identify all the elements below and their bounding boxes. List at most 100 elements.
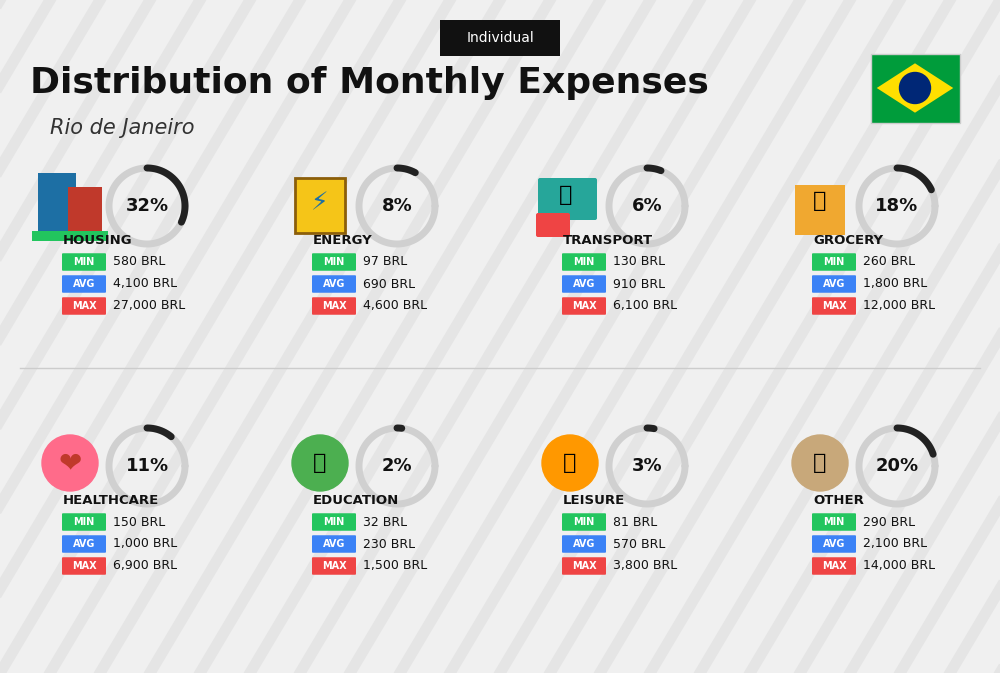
Text: MIN: MIN	[823, 257, 845, 267]
Text: AVG: AVG	[823, 279, 845, 289]
Text: 3%: 3%	[632, 457, 662, 475]
FancyBboxPatch shape	[562, 535, 606, 553]
FancyBboxPatch shape	[795, 185, 845, 235]
Text: 27,000 BRL: 27,000 BRL	[113, 299, 185, 312]
Text: 🚌: 🚌	[559, 185, 573, 205]
Text: AVG: AVG	[573, 539, 595, 549]
Text: 690 BRL: 690 BRL	[363, 277, 415, 291]
Text: 290 BRL: 290 BRL	[863, 516, 915, 528]
Text: 580 BRL: 580 BRL	[113, 256, 165, 269]
Text: 910 BRL: 910 BRL	[613, 277, 665, 291]
FancyBboxPatch shape	[812, 297, 856, 315]
FancyBboxPatch shape	[812, 557, 856, 575]
FancyBboxPatch shape	[62, 513, 106, 531]
Text: TRANSPORT: TRANSPORT	[563, 234, 653, 246]
FancyBboxPatch shape	[562, 297, 606, 315]
FancyBboxPatch shape	[562, 513, 606, 531]
FancyBboxPatch shape	[312, 253, 356, 271]
FancyBboxPatch shape	[312, 513, 356, 531]
Text: AVG: AVG	[323, 539, 345, 549]
Text: Distribution of Monthly Expenses: Distribution of Monthly Expenses	[30, 66, 709, 100]
Text: MAX: MAX	[572, 561, 596, 571]
Text: AVG: AVG	[573, 279, 595, 289]
FancyBboxPatch shape	[295, 178, 345, 233]
Text: 💰: 💰	[813, 453, 827, 473]
Polygon shape	[877, 63, 953, 112]
Text: MAX: MAX	[822, 301, 846, 311]
Text: MAX: MAX	[822, 561, 846, 571]
FancyBboxPatch shape	[38, 173, 76, 235]
FancyBboxPatch shape	[68, 187, 102, 235]
Text: MIN: MIN	[573, 517, 595, 527]
Text: 4,100 BRL: 4,100 BRL	[113, 277, 177, 291]
Text: 6,100 BRL: 6,100 BRL	[613, 299, 677, 312]
FancyBboxPatch shape	[32, 231, 108, 241]
FancyBboxPatch shape	[870, 53, 960, 122]
Text: 1,800 BRL: 1,800 BRL	[863, 277, 927, 291]
Text: 8%: 8%	[382, 197, 412, 215]
Text: MAX: MAX	[572, 301, 596, 311]
Text: MIN: MIN	[573, 257, 595, 267]
Text: Individual: Individual	[466, 31, 534, 45]
Text: MAX: MAX	[72, 301, 96, 311]
Text: 20%: 20%	[875, 457, 919, 475]
Text: 🛍: 🛍	[563, 453, 577, 473]
FancyBboxPatch shape	[562, 557, 606, 575]
Text: Rio de Janeiro: Rio de Janeiro	[50, 118, 194, 138]
Circle shape	[792, 435, 848, 491]
Circle shape	[42, 435, 98, 491]
Text: MIN: MIN	[323, 517, 345, 527]
Text: 11%: 11%	[125, 457, 169, 475]
Text: ❤: ❤	[58, 449, 82, 477]
Text: AVG: AVG	[73, 539, 95, 549]
Text: 3,800 BRL: 3,800 BRL	[613, 559, 677, 573]
Text: 570 BRL: 570 BRL	[613, 538, 665, 551]
FancyBboxPatch shape	[62, 535, 106, 553]
Text: 18%: 18%	[875, 197, 919, 215]
Circle shape	[542, 435, 598, 491]
Text: 32 BRL: 32 BRL	[363, 516, 407, 528]
Text: MIN: MIN	[823, 517, 845, 527]
FancyBboxPatch shape	[538, 178, 597, 220]
FancyBboxPatch shape	[312, 535, 356, 553]
FancyBboxPatch shape	[812, 535, 856, 553]
Circle shape	[900, 73, 930, 104]
Text: 1,000 BRL: 1,000 BRL	[113, 538, 177, 551]
FancyBboxPatch shape	[536, 213, 570, 237]
Text: MIN: MIN	[323, 257, 345, 267]
Text: MIN: MIN	[73, 517, 95, 527]
FancyBboxPatch shape	[812, 275, 856, 293]
Text: HOUSING: HOUSING	[63, 234, 133, 246]
FancyBboxPatch shape	[312, 557, 356, 575]
FancyBboxPatch shape	[62, 253, 106, 271]
Text: 2%: 2%	[382, 457, 412, 475]
Text: 230 BRL: 230 BRL	[363, 538, 415, 551]
FancyBboxPatch shape	[62, 297, 106, 315]
Text: EDUCATION: EDUCATION	[313, 493, 399, 507]
FancyBboxPatch shape	[812, 253, 856, 271]
FancyBboxPatch shape	[812, 513, 856, 531]
Text: 4,600 BRL: 4,600 BRL	[363, 299, 427, 312]
Text: 6%: 6%	[632, 197, 662, 215]
Circle shape	[292, 435, 348, 491]
Text: ENERGY: ENERGY	[313, 234, 373, 246]
Text: 2,100 BRL: 2,100 BRL	[863, 538, 927, 551]
FancyBboxPatch shape	[62, 275, 106, 293]
Text: 260 BRL: 260 BRL	[863, 256, 915, 269]
FancyBboxPatch shape	[562, 275, 606, 293]
Text: 81 BRL: 81 BRL	[613, 516, 657, 528]
Text: AVG: AVG	[73, 279, 95, 289]
FancyBboxPatch shape	[312, 275, 356, 293]
Text: 97 BRL: 97 BRL	[363, 256, 407, 269]
Text: ⚡: ⚡	[311, 191, 329, 215]
Text: LEISURE: LEISURE	[563, 493, 625, 507]
Text: 32%: 32%	[125, 197, 169, 215]
Text: AVG: AVG	[823, 539, 845, 549]
Text: MAX: MAX	[322, 561, 346, 571]
Text: 🛒: 🛒	[813, 191, 827, 211]
Text: 14,000 BRL: 14,000 BRL	[863, 559, 935, 573]
Text: 1,500 BRL: 1,500 BRL	[363, 559, 427, 573]
FancyBboxPatch shape	[440, 20, 560, 56]
Text: 12,000 BRL: 12,000 BRL	[863, 299, 935, 312]
Text: 150 BRL: 150 BRL	[113, 516, 165, 528]
